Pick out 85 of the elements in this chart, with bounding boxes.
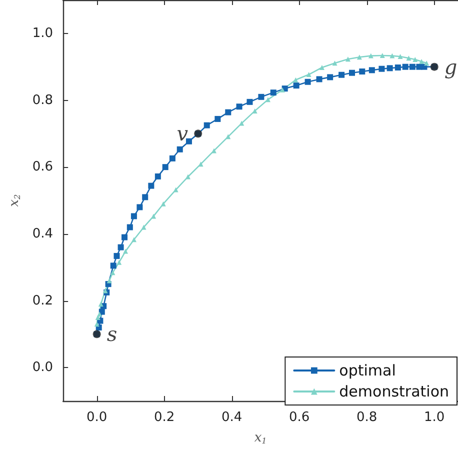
point <box>419 58 424 64</box>
point <box>246 98 253 105</box>
point <box>226 134 231 140</box>
point <box>398 54 403 59</box>
point <box>327 74 334 80</box>
y-tick-label: 0.2 <box>32 293 54 308</box>
point <box>304 78 311 85</box>
point <box>162 164 168 170</box>
point <box>141 224 146 230</box>
point <box>394 64 401 70</box>
point <box>142 194 148 200</box>
point <box>338 72 345 78</box>
point <box>265 97 270 102</box>
point <box>349 70 356 76</box>
point <box>390 53 395 58</box>
point <box>225 109 232 116</box>
annotation: s <box>106 322 118 346</box>
y-tick-label: 0.6 <box>32 160 54 175</box>
point <box>424 60 430 66</box>
legend-label: demonstration <box>339 382 450 400</box>
point <box>378 66 385 72</box>
point <box>204 122 210 128</box>
point <box>402 64 408 70</box>
point <box>293 77 298 82</box>
point <box>94 322 100 327</box>
point <box>185 174 190 180</box>
point <box>154 173 161 180</box>
point <box>110 262 116 269</box>
point <box>176 146 183 152</box>
point <box>114 252 120 259</box>
point <box>270 90 276 96</box>
point <box>280 87 285 92</box>
point <box>116 260 122 265</box>
point <box>380 52 385 58</box>
point <box>306 72 312 78</box>
point <box>319 65 324 70</box>
point <box>122 234 128 240</box>
point <box>368 53 374 58</box>
y-axis-title: x2 <box>7 194 22 207</box>
point <box>106 278 112 284</box>
point <box>409 64 416 70</box>
point <box>95 314 100 320</box>
point <box>368 67 375 74</box>
point <box>97 312 102 317</box>
y-tick-label: 0.0 <box>32 360 54 376</box>
point <box>130 213 137 220</box>
point <box>412 56 418 62</box>
x-tick-label: 0.8 <box>356 410 378 425</box>
point <box>316 76 322 82</box>
point <box>131 237 136 242</box>
point <box>118 244 124 250</box>
point <box>148 182 154 189</box>
annotation: v <box>176 122 189 146</box>
legend-label: optimal <box>339 362 396 380</box>
x-tick-label: 0.0 <box>86 410 108 425</box>
y-tick-label: 1.0 <box>32 26 54 41</box>
point <box>136 204 143 210</box>
point <box>126 224 133 230</box>
y-tick-label: 0.8 <box>32 92 54 108</box>
point <box>356 54 362 60</box>
point <box>421 64 428 70</box>
point <box>258 94 264 100</box>
x-tick-label: 0.2 <box>154 410 175 425</box>
point <box>160 201 166 206</box>
point <box>173 187 178 192</box>
x-tick-label: 0.4 <box>222 410 242 425</box>
y-tick-label: 0.4 <box>32 226 54 242</box>
x-tick-label: 0.6 <box>289 410 310 425</box>
point <box>239 120 244 126</box>
point <box>214 116 221 122</box>
point <box>98 302 104 307</box>
annotation: g <box>444 54 458 79</box>
x-axis-title: x1 <box>254 430 267 446</box>
point <box>332 60 338 66</box>
point <box>359 68 366 75</box>
point <box>345 56 350 62</box>
point <box>293 82 300 89</box>
x-tick-label: 1.0 <box>424 410 445 425</box>
point <box>151 214 156 219</box>
point <box>386 65 393 72</box>
point <box>123 248 128 254</box>
point <box>110 270 116 276</box>
point <box>406 56 412 61</box>
point <box>236 104 242 110</box>
point <box>169 155 176 162</box>
